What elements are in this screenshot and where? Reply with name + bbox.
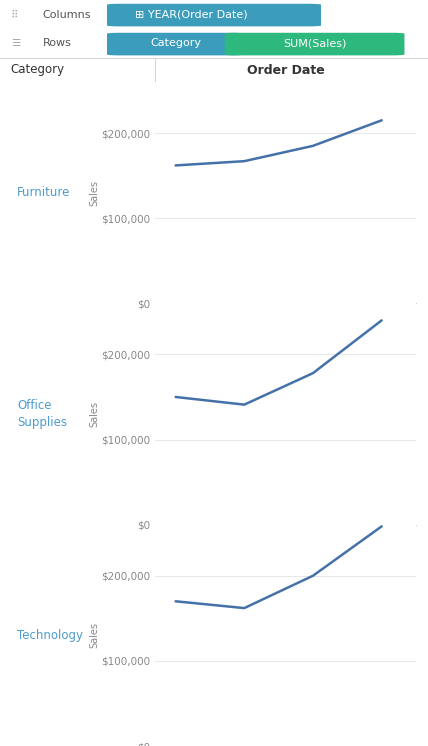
Text: Columns: Columns [43,10,91,19]
Text: Office: Office [17,398,52,412]
Text: SUM(Sales): SUM(Sales) [283,39,346,48]
Text: Technology: Technology [17,629,83,642]
FancyBboxPatch shape [225,33,404,55]
FancyBboxPatch shape [107,4,321,26]
Text: Category: Category [150,39,201,48]
Text: Rows: Rows [43,39,71,48]
Text: Supplies: Supplies [17,416,67,430]
Text: Order Date: Order Date [247,63,324,77]
Text: ⊞ YEAR(Order Date): ⊞ YEAR(Order Date) [135,10,247,19]
Text: Furniture: Furniture [17,186,71,199]
Y-axis label: Sales: Sales [89,622,100,648]
Y-axis label: Sales: Sales [89,401,100,427]
Text: Category: Category [11,63,65,77]
Text: ☰: ☰ [11,39,20,48]
Y-axis label: Sales: Sales [89,180,100,206]
Text: ⠿: ⠿ [11,10,18,19]
FancyBboxPatch shape [107,33,244,55]
